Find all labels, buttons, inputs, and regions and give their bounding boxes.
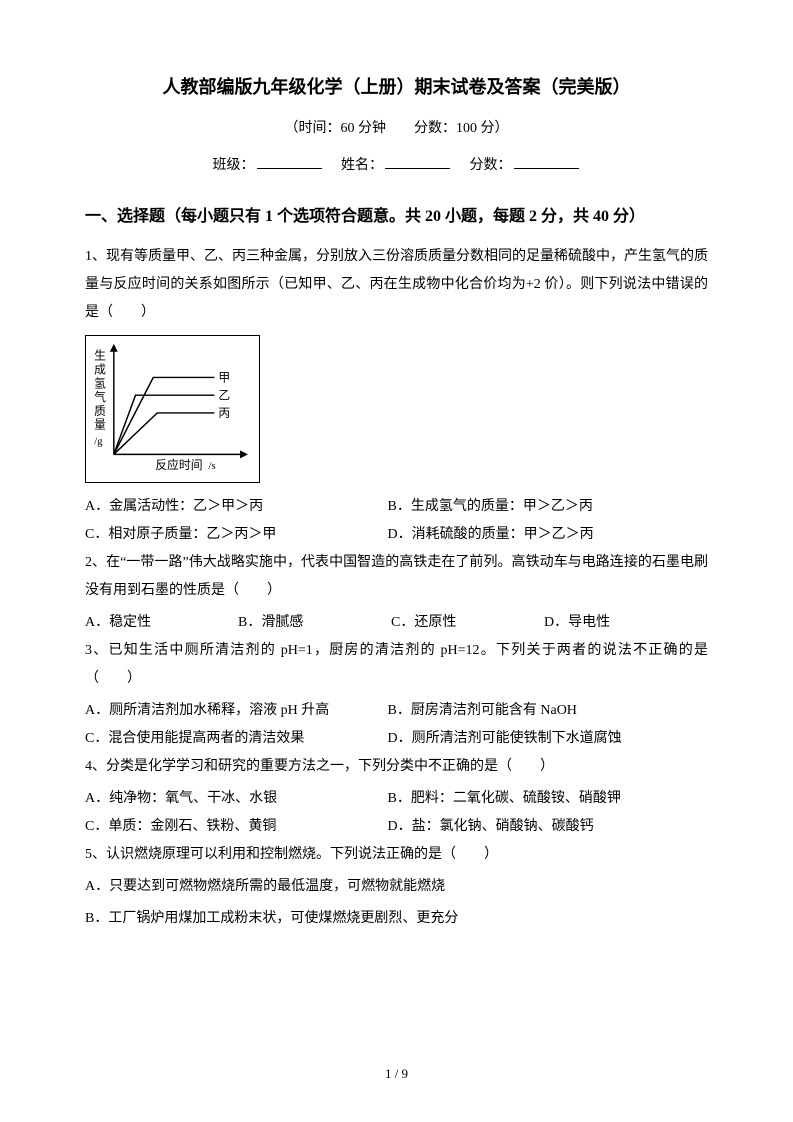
- q2-option-b: B．滑腻感: [238, 609, 388, 637]
- svg-text:成: 成: [94, 362, 106, 376]
- question-4-options-row-1: A．纯净物：氧气、干冰、水银 B．肥料：二氧化碳、硫酸铵、硝酸钾: [85, 785, 708, 813]
- q1-option-c: C．相对原子质量：乙＞丙＞甲: [85, 521, 384, 549]
- question-3-options-row-1: A．厕所清洁剂加水稀释，溶液 pH 升高 B．厨房清洁剂可能含有 NaOH: [85, 697, 708, 725]
- exam-title: 人教部编版九年级化学（上册）期末试卷及答案（完美版）: [85, 70, 708, 104]
- q2-option-d: D．导电性: [544, 609, 694, 637]
- question-1-chart: 生 成 氢 气 质 量 /g 反应时间 /s 甲 乙 丙: [85, 335, 260, 483]
- q3-option-c: C．混合使用能提高两者的清洁效果: [85, 725, 384, 753]
- q4-option-c: C．单质：金刚石、铁粉、黄铜: [85, 813, 384, 841]
- blank-name[interactable]: [385, 153, 450, 169]
- student-info-line: 班级： 姓名： 分数：: [85, 153, 708, 180]
- q1-option-d: D．消耗硫酸的质量：甲＞乙＞丙: [388, 521, 700, 549]
- label-name: 姓名：: [341, 158, 383, 173]
- q1-option-b: B．生成氢气的质量：甲＞乙＞丙: [388, 493, 700, 521]
- label-class: 班级：: [213, 158, 255, 173]
- svg-text:乙: 乙: [218, 388, 230, 402]
- svg-text:质: 质: [94, 403, 106, 417]
- svg-text:/g: /g: [94, 435, 103, 447]
- q4-option-a: A．纯净物：氧气、干冰、水银: [85, 785, 384, 813]
- question-2-stem: 2、在“一带一路”伟大战略实施中，代表中国智造的高铁走在了前列。高铁动车与电路连…: [85, 549, 708, 605]
- question-1-options-row-1: A．金属活动性：乙＞甲＞丙 B．生成氢气的质量：甲＞乙＞丙: [85, 493, 708, 521]
- label-score: 分数：: [470, 158, 512, 173]
- svg-text:氢: 氢: [94, 376, 106, 390]
- q2-option-c: C．还原性: [391, 609, 541, 637]
- svg-text:/s: /s: [209, 460, 216, 472]
- svg-text:丙: 丙: [218, 405, 230, 419]
- q4-option-b: B．肥料：二氧化碳、硫酸铵、硝酸钾: [388, 785, 700, 813]
- q5-option-a: A．只要达到可燃物燃烧所需的最低温度，可燃物就能燃烧: [85, 873, 708, 901]
- question-1-options-row-2: C．相对原子质量：乙＞丙＞甲 D．消耗硫酸的质量：甲＞乙＞丙: [85, 521, 708, 549]
- q2-option-a: A．稳定性: [85, 609, 235, 637]
- q3-option-a: A．厕所清洁剂加水稀释，溶液 pH 升高: [85, 697, 384, 725]
- svg-text:生: 生: [94, 348, 106, 362]
- q5-option-b: B．工厂锅炉用煤加工成粉末状，可使煤燃烧更剧烈、更充分: [85, 905, 708, 933]
- q3-option-d: D．厕所清洁剂可能使铁制下水道腐蚀: [388, 725, 700, 753]
- svg-text:甲: 甲: [218, 370, 230, 384]
- exam-subtitle: （时间：60 分钟 分数：100 分）: [85, 116, 708, 143]
- svg-text:反应时间: 反应时间: [155, 458, 202, 472]
- question-2-options: A．稳定性 B．滑腻感 C．还原性 D．导电性: [85, 609, 708, 637]
- svg-text:量: 量: [94, 417, 106, 431]
- question-1-stem: 1、现有等质量甲、乙、丙三种金属，分别放入三份溶质质量分数相同的足量稀硫酸中，产…: [85, 243, 708, 327]
- chart-svg: 生 成 氢 气 质 量 /g 反应时间 /s 甲 乙 丙: [86, 336, 259, 482]
- question-3-stem: 3、已知生活中厕所清洁剂的 pH=1，厨房的清洁剂的 pH=12。下列关于两者的…: [85, 637, 708, 693]
- blank-score[interactable]: [514, 153, 579, 169]
- q3-option-b: B．厨房清洁剂可能含有 NaOH: [388, 697, 700, 725]
- section-1-heading: 一、选择题（每小题只有 1 个选项符合题意。共 20 小题，每题 2 分，共 4…: [85, 199, 708, 234]
- question-5-stem: 5、认识燃烧原理可以利用和控制燃烧。下列说法正确的是（ ）: [85, 841, 708, 869]
- question-4-stem: 4、分类是化学学习和研究的重要方法之一，下列分类中不正确的是（ ）: [85, 753, 708, 781]
- q4-option-d: D．盐：氯化钠、硝酸钠、碳酸钙: [388, 813, 700, 841]
- svg-text:气: 气: [94, 390, 106, 404]
- q1-option-a: A．金属活动性：乙＞甲＞丙: [85, 493, 384, 521]
- question-4-options-row-2: C．单质：金刚石、铁粉、黄铜 D．盐：氯化钠、硝酸钠、碳酸钙: [85, 813, 708, 841]
- blank-class[interactable]: [257, 153, 322, 169]
- question-3-options-row-2: C．混合使用能提高两者的清洁效果 D．厕所清洁剂可能使铁制下水道腐蚀: [85, 725, 708, 753]
- page-footer: 1 / 9: [0, 1062, 793, 1087]
